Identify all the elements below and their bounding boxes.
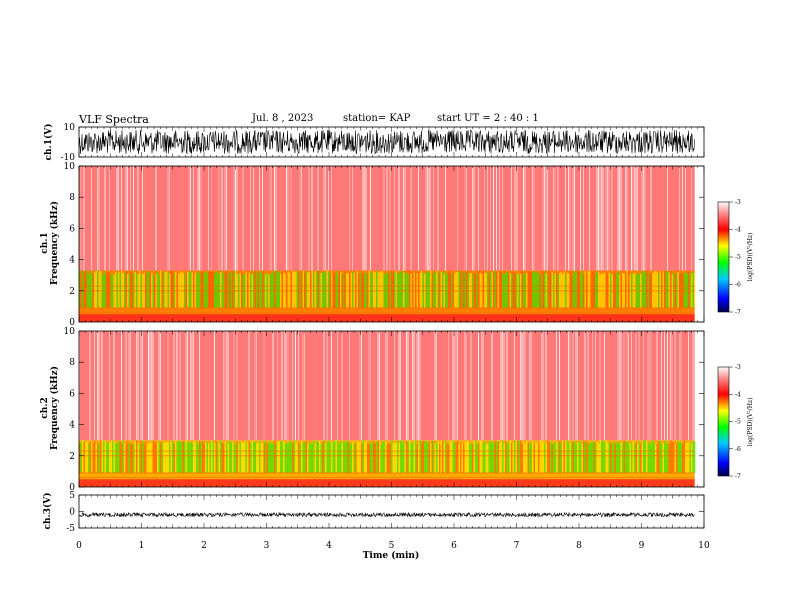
ch1-freq-ylabel: ch.1Frequency (kHz) <box>40 201 60 285</box>
date-label: Jul. 8 , 2023 <box>252 113 314 124</box>
ch1-colorbar-label: log(PSD)(V²/Hz) <box>747 233 754 282</box>
x-tick-label: 9 <box>639 541 645 551</box>
ch2-colorbar-ticks: -3 -4 -5 -6 -7 <box>729 364 741 480</box>
x-axis-label: Time (min) <box>363 550 420 561</box>
ch1-waveform-panel: 10 -10 <box>61 123 705 163</box>
x-tick-label: 10 <box>698 541 710 551</box>
x-tick-label: 3 <box>264 541 270 551</box>
x-tick-label: 4 <box>326 541 332 551</box>
x-tick-label: 5 <box>389 541 395 551</box>
x-tick-label: 0 <box>76 541 82 551</box>
ch1-colorbar-tick-label: -4 <box>735 227 741 234</box>
ch1-spectrogram-ytick-label: 10 <box>64 162 76 172</box>
chart-title: VLF Spectra <box>79 113 149 126</box>
ch2-colorbar-tick-label: -3 <box>735 364 741 371</box>
ch1-colorbar-tick-label: -3 <box>735 199 741 206</box>
x-tick-label: 2 <box>201 541 207 551</box>
ch1-spectrogram-ytick-label: 2 <box>69 287 75 297</box>
x-tick-label: 7 <box>514 541 520 551</box>
ch2-spectrogram-ytick-label: 4 <box>69 421 75 431</box>
ch2-spectrogram-ytick-label: 2 <box>69 452 75 462</box>
ch2-colorbar-tick-label: -6 <box>735 446 741 453</box>
ch1-colorbar-tick-label: -5 <box>735 254 741 261</box>
ch1-waveform-trace <box>78 129 695 155</box>
ch2-freq-ylabel: ch.2Frequency (kHz) <box>40 366 60 450</box>
chart-header: VLF Spectra Jul. 8 , 2023 station= KAP s… <box>0 113 792 127</box>
ch2-spectrogram-ytick-label: 8 <box>69 358 75 368</box>
start-time-label: start UT = 2 : 40 : 1 <box>437 113 539 124</box>
ch1-spectrogram-ytick-label: 6 <box>69 224 75 234</box>
ch1-colorbar-ticks: -3 -4 -5 -6 -7 <box>729 199 741 316</box>
ch2-spectrogram-ytick-label: 6 <box>69 389 75 399</box>
ch1-spectrogram-ytick-label: 4 <box>69 256 75 266</box>
ch2-colorbar-tick-label: -7 <box>735 473 741 480</box>
ch3-waveform-panel: 50-50 1 2 3 4 5 6 7 8 9 10 <box>66 491 710 551</box>
ch1-colorbar-tick-label: -7 <box>735 309 741 316</box>
ch1-spectrogram-ytick-label: 0 <box>69 318 75 328</box>
ch3-waveform-trace <box>78 511 695 518</box>
ch1-waveform-ytick-label: 10 <box>64 123 76 133</box>
ch1-colorbar-tick-label: -6 <box>735 282 741 289</box>
ch3-ylabel: ch.3(V) <box>42 493 53 530</box>
ch1-waveform-ytick-label: -10 <box>61 153 76 163</box>
ch2-colorbar-tick-label: -5 <box>735 419 741 426</box>
ch2-colorbar-tick-label: -4 <box>735 391 741 398</box>
ch3-waveform-ytick-label: 5 <box>69 491 75 501</box>
ch2-colorbar-label: log(PSD)(V²/Hz) <box>747 398 754 447</box>
x-tick-label: 1 <box>139 541 145 551</box>
ch3-waveform-ytick-label: 0 <box>69 508 75 518</box>
ch2-spectrogram-panel: 0 2 4 6 8 10 <box>64 327 705 493</box>
ch1-ylabel: ch.1(V) <box>43 124 54 161</box>
ch1-spectrogram-panel: 0 2 4 6 8 10 <box>64 162 705 328</box>
station-label: station= KAP <box>343 113 411 124</box>
x-tick-label: 8 <box>576 541 582 551</box>
ch2-spectrogram-ytick-label: 10 <box>64 327 76 337</box>
ch2-spectrogram-ytick-label: 0 <box>69 483 75 493</box>
ch3-waveform-ytick-label: -5 <box>66 524 75 534</box>
x-tick-label: 6 <box>451 541 457 551</box>
ch1-spectrogram-ytick-label: 8 <box>69 193 75 203</box>
